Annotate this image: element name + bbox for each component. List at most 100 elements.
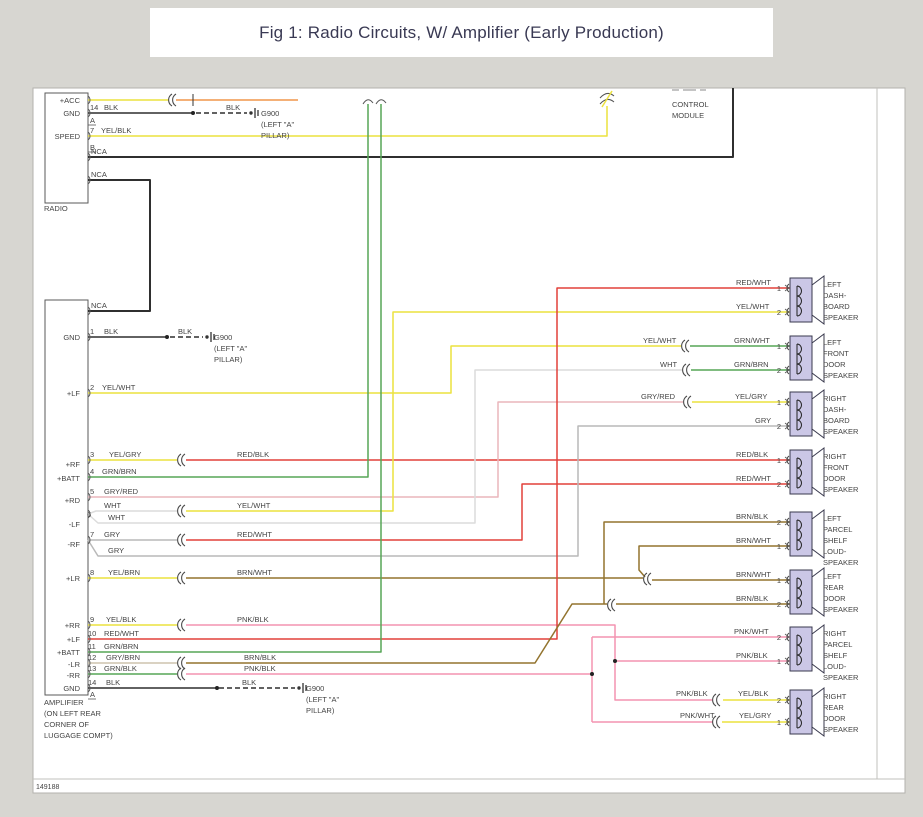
- wire-label: 7: [90, 126, 94, 135]
- speaker-pin-number: 2: [777, 518, 781, 527]
- connector-pin-icon: [87, 472, 91, 482]
- radio-connector-box: [44, 92, 89, 204]
- wire-label: RED/WHT: [736, 278, 771, 287]
- speaker-pin-icon: [786, 517, 790, 527]
- left-parcel-shelf-loudspeaker-label: LOUD-: [823, 547, 847, 556]
- wire-label: NCA: [91, 301, 107, 310]
- connector-pin-icon: [87, 634, 91, 644]
- wire-label: GRN/WHT: [734, 336, 770, 345]
- connector-pin-icon: [87, 306, 91, 316]
- wire-label: WHT: [660, 360, 677, 369]
- wire-label: GRY/RED: [104, 487, 139, 496]
- wire-label: G900: [214, 333, 232, 342]
- right-dashboard-speaker-label: SPEAKER: [823, 427, 859, 436]
- inline-connector-icon: [181, 667, 186, 681]
- wire-label: GRY/BRN: [106, 653, 140, 662]
- inline-connector-icon: [181, 571, 186, 585]
- left-rear-door-speaker-label: DOOR: [823, 594, 846, 603]
- speaker-pin-icon: [786, 717, 790, 727]
- right-rear-door-speaker-label: RIGHT: [823, 692, 847, 701]
- radio-nca-wire: [88, 88, 734, 158]
- amp-lf10-redwht-wire: [88, 287, 790, 640]
- amplifier-label: AMPLIFIER: [44, 698, 84, 707]
- wire-label: +ACC: [60, 96, 81, 105]
- figure-number: 149188: [36, 784, 59, 791]
- wire-label: GRY: [108, 546, 124, 555]
- wire-label: -RF: [68, 540, 81, 549]
- lparcel-pin2-brnblk-wire: [603, 521, 790, 604]
- speaker-pin-icon: [784, 600, 790, 605]
- wire-label: PNK/BLK: [676, 689, 708, 698]
- speaker-pin-icon: [784, 576, 790, 581]
- wire-label: -RR: [67, 671, 81, 680]
- right-dashboard-speaker-label: BOARD: [823, 416, 850, 425]
- wire-label: +LR: [66, 574, 81, 583]
- wire-label: GRN/BLK: [104, 664, 137, 673]
- inline-connector-icon: [168, 93, 173, 107]
- speaker-pin-icon: [784, 696, 790, 701]
- wire-label: 6: [87, 510, 91, 519]
- left-rear-door-speaker-label: SPEAKER: [823, 605, 859, 614]
- left-front-door-speaker-label: DOOR: [823, 360, 846, 369]
- wire-break-icon: [599, 92, 615, 99]
- speaker-pin-icon: [784, 718, 790, 723]
- wire-label: PILLAR): [261, 131, 290, 140]
- right-front-door-speaker-label: FRONT: [823, 463, 849, 472]
- figure-title-bar: Fig 1: Radio Circuits, W/ Amplifier (Ear…: [150, 8, 773, 57]
- wire-label: NCA: [91, 147, 107, 156]
- left-front-door-speaker-label: FRONT: [823, 349, 849, 358]
- connector-pin-icon: [87, 455, 91, 465]
- wire-label: GRY: [755, 416, 771, 425]
- speaker-pin-icon: [786, 479, 790, 489]
- wire-label: YEL/BLK: [101, 126, 131, 135]
- wire-label: RED/WHT: [736, 474, 771, 483]
- speaker-pin-number: 1: [777, 284, 781, 293]
- connector-pin-icon: [87, 669, 91, 679]
- wire-label: 9: [90, 615, 94, 624]
- ldash-pin2-yelwht-wire: [186, 311, 790, 512]
- wire-label: 10: [88, 629, 96, 638]
- amplifier-label: (ON LEFT REAR: [44, 709, 102, 718]
- speaker-pin-number: 1: [777, 398, 781, 407]
- speaker-pin-icon: [784, 660, 790, 665]
- wire-label: YEL/BLK: [738, 689, 768, 698]
- wire-label: BRN/BLK: [736, 594, 768, 603]
- connector-pin-icon: [87, 175, 91, 185]
- wire-label: G900: [306, 684, 324, 693]
- right-parcel-shelf-loudspeaker-label: RIGHT: [823, 629, 847, 638]
- junction-dot: [215, 686, 219, 690]
- speaker-pin-icon: [786, 632, 790, 642]
- wire-label: +RD: [65, 496, 81, 505]
- left-parcel-shelf-loudspeaker-label: LEFT: [823, 514, 842, 523]
- speaker-pin-icon: [784, 342, 790, 347]
- wire-label: BRN/WHT: [736, 570, 771, 579]
- connector-pin-icon: [87, 573, 91, 583]
- inline-connector-icon: [177, 571, 182, 585]
- wire-label: 4: [90, 467, 94, 476]
- wire-label: YEL/GRY: [735, 392, 767, 401]
- speaker-pin-icon: [784, 459, 790, 464]
- amplifier-label: CORNER OF: [44, 720, 89, 729]
- wire-label: BRN/WHT: [237, 568, 272, 577]
- speaker-pin-number: 2: [777, 422, 781, 431]
- wire-label: YEL/WHT: [736, 302, 770, 311]
- speaker-pin-icon: [784, 542, 790, 547]
- inline-connector-icon: [716, 693, 721, 707]
- connector-pin-icon: [87, 108, 91, 118]
- inline-connector-icon: [683, 395, 688, 409]
- speaker-pin-number: 2: [777, 308, 781, 317]
- speaker-pin-number: 2: [777, 366, 781, 375]
- speaker-pin-icon: [784, 521, 790, 526]
- speaker-coil-icon: [796, 577, 802, 609]
- wire-label: BLK: [106, 678, 120, 687]
- wire-label: BLK: [104, 103, 118, 112]
- rfdoor-pin2-redwht-wire: [186, 483, 790, 541]
- speaker-pin-icon: [786, 656, 790, 666]
- speaker-pin-icon: [784, 287, 790, 292]
- control-module-label: MODULE: [672, 111, 704, 120]
- amp-batt4-grnbrn-wire: [88, 104, 369, 478]
- wire-label: +BATT: [57, 474, 80, 483]
- speaker-pin-icon: [784, 633, 790, 638]
- inline-connector-icon: [607, 598, 612, 612]
- wire-label: 7: [90, 530, 94, 539]
